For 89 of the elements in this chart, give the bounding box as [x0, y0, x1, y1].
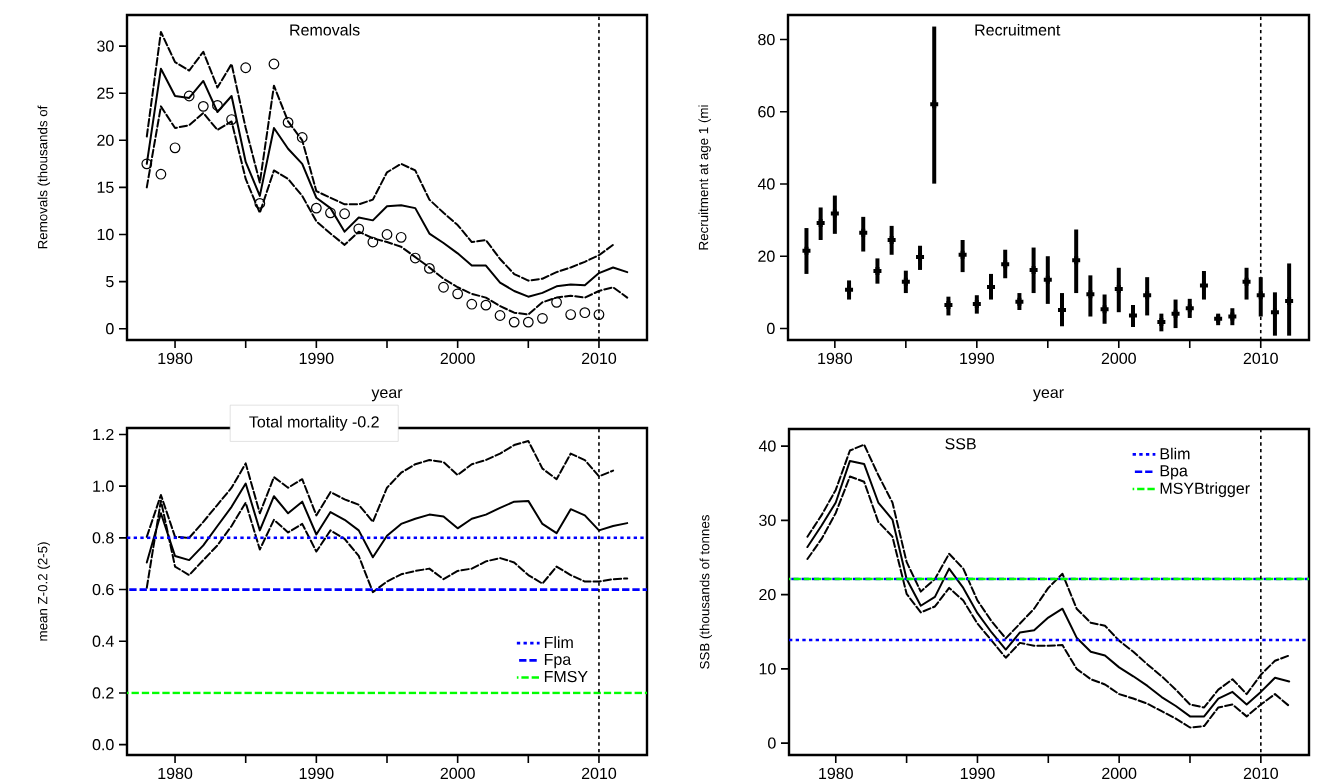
x-tick-label: 1990: [960, 352, 994, 365]
point: [480, 299, 492, 311]
point: [409, 252, 421, 264]
y-tick-label: 0.0: [92, 739, 114, 751]
y-tick-label: 20: [759, 588, 776, 601]
y-tick-label: 15: [97, 181, 114, 193]
y-tick-label: 0.2: [92, 687, 114, 699]
point: [551, 296, 562, 308]
x-tick-label: 2000: [440, 767, 475, 780]
point: [296, 132, 308, 143]
y-tick-label: 30: [97, 40, 114, 52]
point: [466, 298, 478, 310]
x-tick-label: 2010: [581, 767, 617, 780]
y-tick-label: 0.4: [92, 635, 114, 647]
x-tick-label: 1980: [158, 767, 193, 780]
point: [197, 100, 209, 112]
x-axis-title: year: [1032, 389, 1064, 402]
y-tick-label: 1.0: [93, 480, 114, 492]
point: [537, 312, 548, 324]
point: [339, 208, 351, 220]
legend-label: MSYBtrigger: [1160, 482, 1250, 498]
y-axis-title: Removals (thousands of: [37, 105, 51, 249]
point: [353, 223, 365, 235]
point: [155, 168, 167, 180]
y-tick-label: 20: [97, 134, 114, 146]
y-tick-label: 5: [106, 276, 114, 288]
y-tick-label: 60: [758, 106, 775, 118]
x-tick-label: 1990: [299, 767, 334, 780]
y-tick-label: 30: [759, 514, 776, 526]
y-tick-label: 80: [758, 33, 775, 46]
x-tick-label: 1980: [818, 352, 853, 365]
chart-title: SSB: [945, 438, 976, 450]
x-tick-label: 1990: [299, 352, 334, 365]
point: [367, 236, 379, 248]
y-tick-label: 40: [758, 440, 776, 452]
point: [579, 307, 591, 319]
point: [226, 114, 237, 125]
x-tick-label: 2010: [1243, 767, 1279, 780]
point: [565, 309, 577, 320]
point: [593, 309, 605, 320]
chart-title: Recruitment: [975, 23, 1061, 36]
point: [282, 116, 294, 128]
y-axis-title: SSB (thousands of tonnes: [699, 515, 713, 669]
point: [438, 281, 449, 293]
y-tick-label: 10: [97, 228, 114, 241]
x-tick-label: 2010: [581, 352, 617, 365]
x-tick-label: 2000: [1101, 352, 1136, 365]
x-tick-label: 2010: [1243, 352, 1278, 365]
point: [212, 100, 223, 111]
point: [381, 229, 393, 240]
point: [508, 316, 520, 328]
x-tick-label: 1980: [819, 767, 853, 780]
x-axis-title: year: [371, 389, 403, 402]
x-tick-label: 1990: [960, 767, 995, 780]
chart-title: Removals: [290, 23, 360, 36]
y-tick-label: 0: [767, 322, 775, 335]
point: [183, 90, 195, 102]
y-tick-label: 20: [758, 250, 775, 262]
y-tick-label: 1.2: [93, 428, 114, 441]
y-tick-label: 25: [97, 87, 114, 99]
point: [240, 62, 252, 74]
legend-label: Fpa: [544, 653, 572, 669]
y-tick-label: 10: [759, 663, 776, 675]
point: [395, 231, 407, 243]
point: [522, 316, 534, 328]
y-tick-label: 0.8: [92, 532, 114, 544]
point: [325, 207, 336, 219]
point: [310, 202, 322, 214]
chart-title: Total mortality -0.2: [249, 415, 379, 431]
point: [423, 263, 435, 274]
y-tick-label: 40: [757, 178, 775, 190]
legend-label: Blim: [1160, 447, 1190, 460]
y-axis-title: mean Z-0.2 (2-5): [37, 542, 51, 641]
y-tick-label: 0: [768, 737, 776, 749]
x-tick-label: 2000: [1102, 767, 1137, 780]
point: [268, 58, 280, 70]
legend-label: FMSY: [544, 670, 588, 683]
y-tick-label: 0: [106, 323, 114, 335]
y-axis-title: Recruitment at age 1 (mi: [698, 105, 711, 250]
point: [141, 158, 153, 170]
point: [494, 310, 506, 321]
y-tick-label: 0.6: [92, 583, 114, 596]
point: [169, 142, 181, 154]
point: [254, 198, 266, 209]
point: [452, 288, 464, 300]
x-tick-label: 2000: [440, 352, 475, 365]
legend-label: Bpa: [1160, 465, 1188, 480]
x-tick-label: 1980: [158, 352, 193, 365]
legend-label: Flim: [544, 636, 573, 648]
